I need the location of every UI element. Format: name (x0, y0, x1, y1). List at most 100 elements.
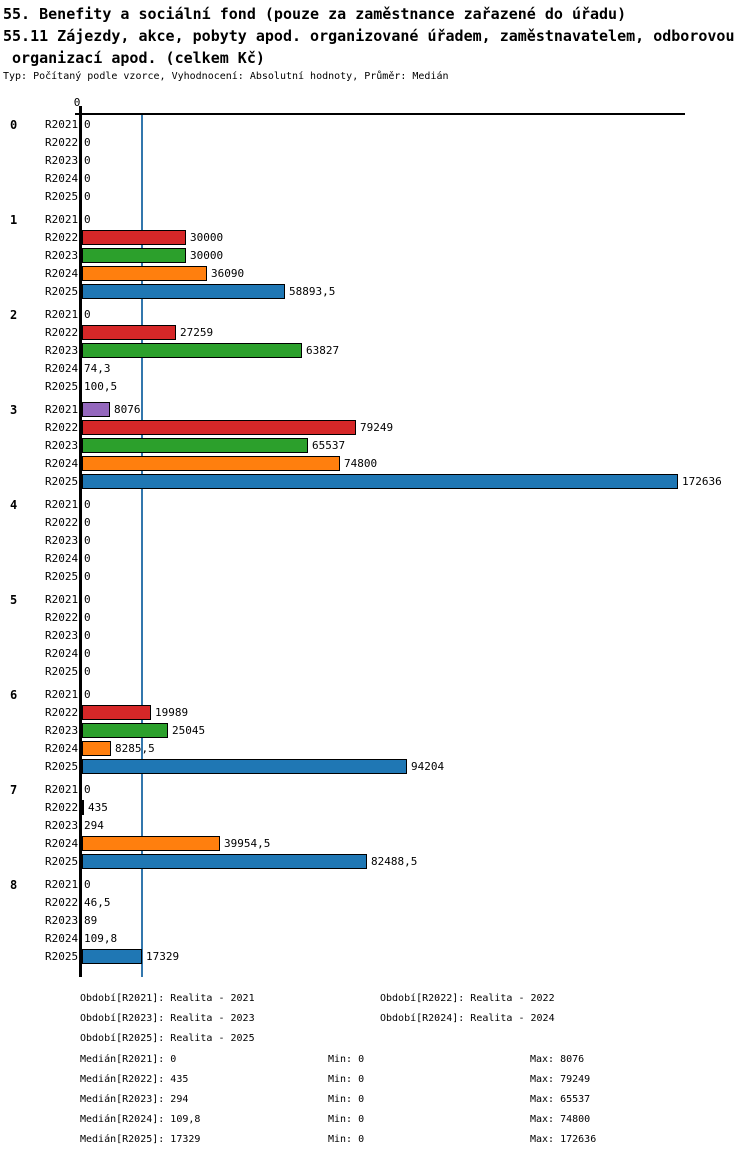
series-year-label: R2022 (45, 611, 79, 624)
bar-row: R2025 0 (0, 568, 750, 586)
bar-value-label: 294 (84, 819, 104, 832)
data-bar-R2023 (82, 723, 168, 738)
series-year-label: R2025 (45, 665, 79, 678)
data-bar-R2022 (82, 325, 176, 340)
group-category-label: 4 (10, 498, 18, 512)
stat-max-label: Max: 8076 (530, 1054, 585, 1065)
series-year-label: R2025 (45, 950, 79, 963)
bar-value-label: 0 (84, 154, 91, 167)
data-bar-R2024 (82, 741, 111, 756)
bar-value-label: 0 (84, 593, 91, 606)
series-year-label: R2025 (45, 475, 79, 488)
bar-row: R2022 435 (0, 799, 750, 817)
bar-value-label: 0 (84, 190, 91, 203)
group-category-label: 3 (10, 403, 18, 417)
bar-row: R2023 25045 (0, 722, 750, 740)
series-year-label: R2021 (45, 403, 79, 416)
bar-row: R2022 19989 (0, 704, 750, 722)
series-year-label: R2021 (45, 213, 79, 226)
series-year-label: R2025 (45, 760, 79, 773)
series-year-label: R2021 (45, 308, 79, 321)
data-bar-R2025 (82, 284, 285, 299)
bar-value-label: 172636 (682, 475, 722, 488)
stat-max-label: Max: 74800 (530, 1114, 591, 1125)
bar-row: 0 R2021 0 (0, 116, 750, 134)
series-year-label: R2021 (45, 498, 79, 511)
stat-max-label: Max: 79249 (530, 1074, 591, 1085)
series-year-label: R2024 (45, 552, 79, 565)
group-category-label: 0 (10, 118, 18, 132)
data-bar-R2025 (82, 854, 367, 869)
bar-group-7: 7 R2021 0 R2022 435 R2023 294 R2024 39954,5 R2025… (0, 781, 750, 871)
bar-value-label: 46,5 (84, 896, 111, 909)
bar-row: R2022 30000 (0, 229, 750, 247)
x-axis-zero-tick-label: 0 (73, 96, 81, 109)
bar-row: R2022 46,5 (0, 894, 750, 912)
group-category-label: 2 (10, 308, 18, 322)
series-year-label: R2024 (45, 457, 79, 470)
chart-subtitle-line2: organizací apod. (celkem Kč) (3, 49, 265, 67)
bar-value-label: 94204 (411, 760, 445, 773)
series-year-label: R2023 (45, 249, 79, 262)
bar-value-label: 0 (84, 647, 91, 660)
bar-value-label: 63827 (306, 344, 340, 357)
bar-value-label: 0 (84, 665, 91, 678)
series-year-label: R2024 (45, 362, 79, 375)
median-reference-line (141, 115, 143, 977)
bar-row: R2022 79249 (0, 419, 750, 437)
bar-value-label: 0 (84, 136, 91, 149)
bar-row: 5 R2021 0 (0, 591, 750, 609)
stat-min-label: Min: 0 (328, 1074, 365, 1085)
legend-period-label: Období[R2024]: Realita - 2024 (380, 1013, 555, 1024)
data-bar-R2023 (82, 438, 308, 453)
bar-row: R2024 0 (0, 645, 750, 663)
data-bar-R2024 (82, 266, 207, 281)
group-category-label: 5 (10, 593, 18, 607)
data-bar-R2023 (82, 248, 186, 263)
bar-value-label: 17329 (146, 950, 180, 963)
data-bar-R2025 (82, 474, 678, 489)
bar-row: R2023 0 (0, 532, 750, 550)
bar-value-label: 58893,5 (289, 285, 336, 298)
bar-row: R2025 58893,5 (0, 283, 750, 301)
bar-chart: 0 R2021 0 R2022 0 R2023 0 R2024 0 R2025 0 1 R2021 0 R2… (0, 116, 750, 971)
legend-period-label: Období[R2023]: Realita - 2023 (80, 1013, 255, 1024)
stat-min-label: Min: 0 (328, 1054, 365, 1065)
data-bar-R2025 (82, 759, 407, 774)
bar-row: 6 R2021 0 (0, 686, 750, 704)
series-year-label: R2024 (45, 742, 79, 755)
series-year-label: R2022 (45, 516, 79, 529)
bar-value-label: 0 (84, 629, 91, 642)
bar-value-label: 30000 (190, 249, 224, 262)
bar-row: 8 R2021 0 (0, 876, 750, 894)
y-axis-line (79, 106, 82, 977)
bar-row: R2024 0 (0, 170, 750, 188)
bar-value-label: 8076 (114, 403, 141, 416)
legend-period-label: Období[R2021]: Realita - 2021 (80, 993, 255, 1004)
series-year-label: R2023 (45, 534, 79, 547)
bar-value-label: 39954,5 (224, 837, 271, 850)
bar-value-label: 100,5 (84, 380, 118, 393)
legend-period-label: Období[R2022]: Realita - 2022 (380, 993, 555, 1004)
series-year-label: R2023 (45, 344, 79, 357)
bar-row: R2024 0 (0, 550, 750, 568)
series-year-label: R2024 (45, 837, 79, 850)
series-year-label: R2024 (45, 647, 79, 660)
series-year-label: R2022 (45, 801, 79, 814)
bar-row: R2023 63827 (0, 342, 750, 360)
bar-row: R2023 89 (0, 912, 750, 930)
bar-value-label: 0 (84, 783, 91, 796)
data-bar-R2022 (82, 800, 84, 815)
series-year-label: R2022 (45, 326, 79, 339)
series-year-label: R2022 (45, 421, 79, 434)
bar-row: R2024 74800 (0, 455, 750, 473)
data-bar-R2022 (82, 420, 356, 435)
stat-max-label: Max: 172636 (530, 1134, 597, 1145)
bar-value-label: 109,8 (84, 932, 118, 945)
series-year-label: R2021 (45, 688, 79, 701)
bar-row: R2023 0 (0, 627, 750, 645)
bar-group-8: 8 R2021 0 R2022 46,5 R2023 89 R2024 109,8 R2025 17… (0, 876, 750, 966)
bar-row: R2022 0 (0, 134, 750, 152)
data-bar-R2022 (82, 230, 186, 245)
bar-value-label: 79249 (360, 421, 394, 434)
